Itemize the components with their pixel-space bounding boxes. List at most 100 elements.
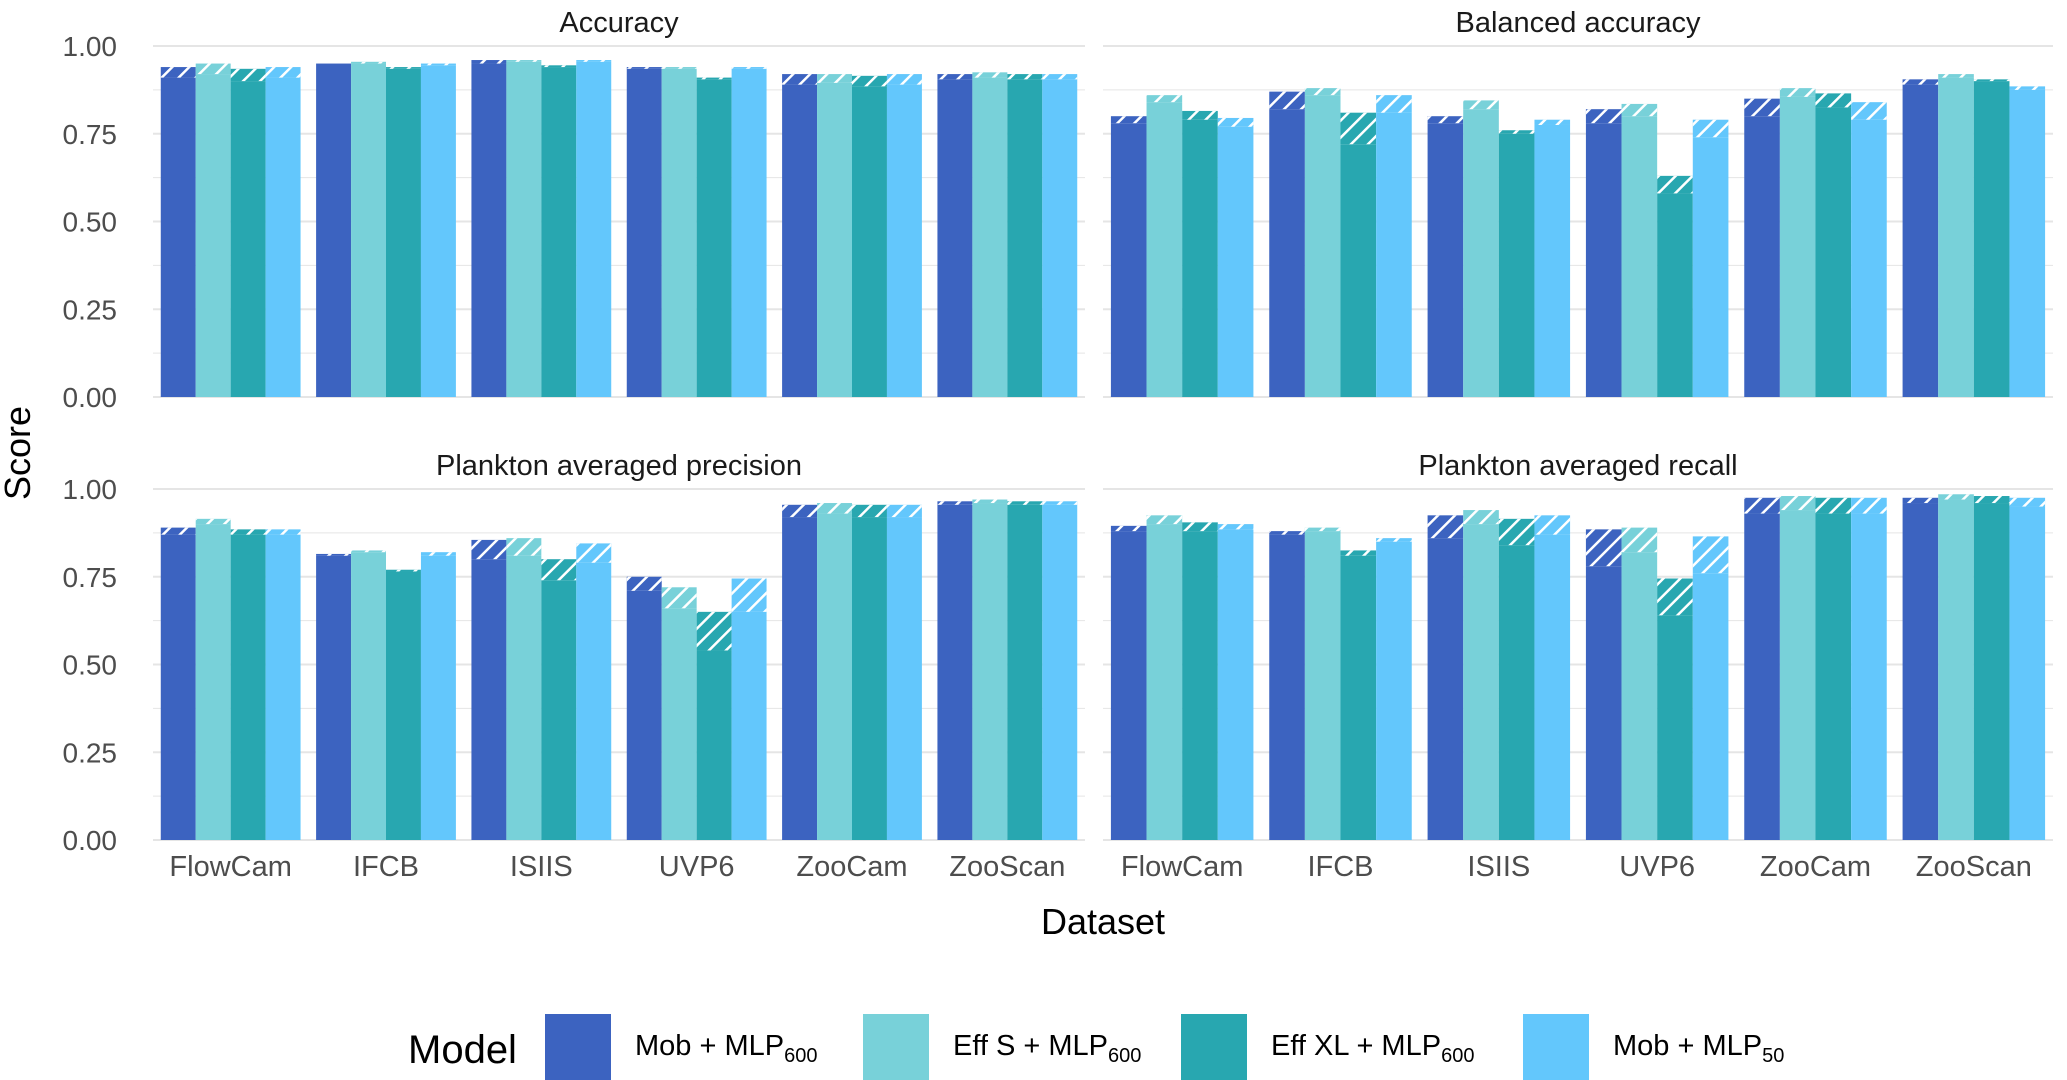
bar-hatch-overlay — [731, 578, 767, 612]
bar-hatch-overlay — [1427, 515, 1464, 539]
bar-base — [506, 555, 542, 840]
bar-hatch-overlay — [420, 63, 456, 66]
bar-hatch-overlay — [1744, 98, 1780, 117]
bar-hatch-overlay — [1217, 524, 1254, 530]
bar-base — [420, 65, 456, 398]
bar-base — [1304, 95, 1341, 397]
x-tick-label: IFCB — [353, 851, 419, 883]
bar-base — [1621, 552, 1658, 840]
bar-base — [1304, 531, 1341, 840]
bar-base — [351, 63, 386, 398]
panel-title: Plankton averaged precision — [436, 450, 802, 482]
bar-base — [661, 68, 697, 397]
bar-base — [265, 534, 301, 840]
bar-base — [626, 590, 662, 840]
bar-hatch-overlay — [1110, 116, 1147, 124]
bar-base — [937, 504, 973, 840]
bar-hatch-overlay — [1007, 74, 1043, 80]
bar-hatch-overlay — [541, 559, 577, 581]
bar-base — [696, 79, 732, 397]
bar-hatch-overlay — [1304, 88, 1341, 96]
bar-hatch-overlay — [265, 529, 301, 535]
panel-title: Balanced accuracy — [1455, 7, 1701, 39]
bar-hatch-overlay — [506, 60, 542, 62]
bar-base — [2009, 506, 2046, 840]
bar-hatch-overlay — [626, 67, 662, 69]
legend-key — [1181, 1014, 1247, 1080]
x-tick-label: ZooCam — [1760, 851, 1871, 883]
bar-base — [420, 555, 456, 840]
bar-base — [1938, 77, 1974, 397]
panel-4: Plankton averaged recall FlowCam IFCB ISIIS… — [1103, 450, 2053, 883]
bar-base — [1902, 503, 1939, 840]
bar-base — [471, 559, 507, 840]
bar-hatch-overlay — [1182, 110, 1218, 120]
bar-hatch-overlay — [160, 67, 196, 78]
bar-hatch-overlay — [817, 74, 852, 83]
legend-label: Mob + MLP600 — [635, 1030, 817, 1067]
x-tick-label: IFCB — [1307, 851, 1373, 883]
bar-base — [1269, 534, 1305, 840]
y-tick-label: 0.25 — [63, 294, 118, 325]
bar-base — [1851, 513, 1887, 840]
bar-base — [1463, 109, 1499, 398]
x-tick-label: UVP6 — [1619, 851, 1695, 883]
bar-hatch-overlay — [696, 77, 732, 80]
bar-base — [1427, 123, 1464, 397]
bar-base — [972, 503, 1008, 840]
chart-panels: Accuracy 0.00 0.25 0.50 0.75 1.00 Balanced acc… — [63, 7, 2053, 883]
bar-base — [1340, 555, 1377, 840]
bar-base — [972, 77, 1008, 397]
bar-base — [1110, 123, 1147, 397]
bar-hatch-overlay — [1938, 74, 1974, 78]
bar-base — [1779, 96, 1816, 398]
bar-hatch-overlay — [1498, 518, 1535, 546]
bar-hatch-overlay — [1463, 100, 1499, 110]
bar-hatch-overlay — [972, 72, 1008, 78]
bar-hatch-overlay — [195, 518, 231, 525]
bar-hatch-overlay — [471, 60, 507, 64]
bar-hatch-overlay — [1042, 74, 1078, 80]
bar-base — [1744, 513, 1780, 840]
bar-hatch-overlay — [1938, 494, 1974, 500]
x-axis-title: Dataset — [1041, 901, 1165, 942]
y-tick-label: 0.75 — [63, 562, 118, 593]
x-tick-label: UVP6 — [659, 851, 735, 883]
bar-base — [1269, 109, 1305, 398]
bar-hatch-overlay — [1851, 497, 1887, 514]
bar-base — [195, 524, 231, 840]
bar-hatch-overlay — [782, 74, 818, 85]
bar-base — [316, 555, 352, 840]
bar-hatch-overlay — [661, 587, 697, 609]
y-tick-label: 1.00 — [63, 31, 118, 62]
bar-hatch-overlay — [1463, 510, 1499, 525]
bar-hatch-overlay — [852, 75, 887, 87]
bar-base — [731, 68, 767, 397]
legend-item: Mob + MLP50 — [1523, 1014, 1784, 1080]
bar-hatch-overlay — [1182, 522, 1218, 532]
bar-hatch-overlay — [1007, 501, 1043, 505]
bar-base — [1534, 534, 1571, 840]
bar-base — [1042, 504, 1078, 840]
panel-1: Accuracy 0.00 0.25 0.50 0.75 1.00 — [63, 7, 1085, 413]
bar-base — [661, 608, 697, 840]
bar-hatch-overlay — [731, 67, 767, 69]
bar-hatch-overlay — [1902, 497, 1939, 504]
bar-hatch-overlay — [696, 611, 732, 651]
bar-hatch-overlay — [1851, 102, 1887, 120]
bar-hatch-overlay — [1042, 501, 1078, 505]
bar-hatch-overlay — [886, 504, 922, 518]
bar-base — [471, 63, 507, 398]
bar-base — [1621, 116, 1658, 397]
legend-label: Eff S + MLP600 — [953, 1030, 1141, 1067]
bar-hatch-overlay — [626, 576, 662, 591]
bar-base — [541, 580, 577, 840]
bar-base — [576, 562, 612, 840]
bar-base — [1534, 124, 1571, 397]
bar-hatch-overlay — [1217, 117, 1254, 127]
bar-base — [1938, 499, 1974, 840]
bar-hatch-overlay — [937, 501, 973, 505]
bar-base — [1779, 510, 1816, 840]
bar-base — [1463, 524, 1499, 840]
